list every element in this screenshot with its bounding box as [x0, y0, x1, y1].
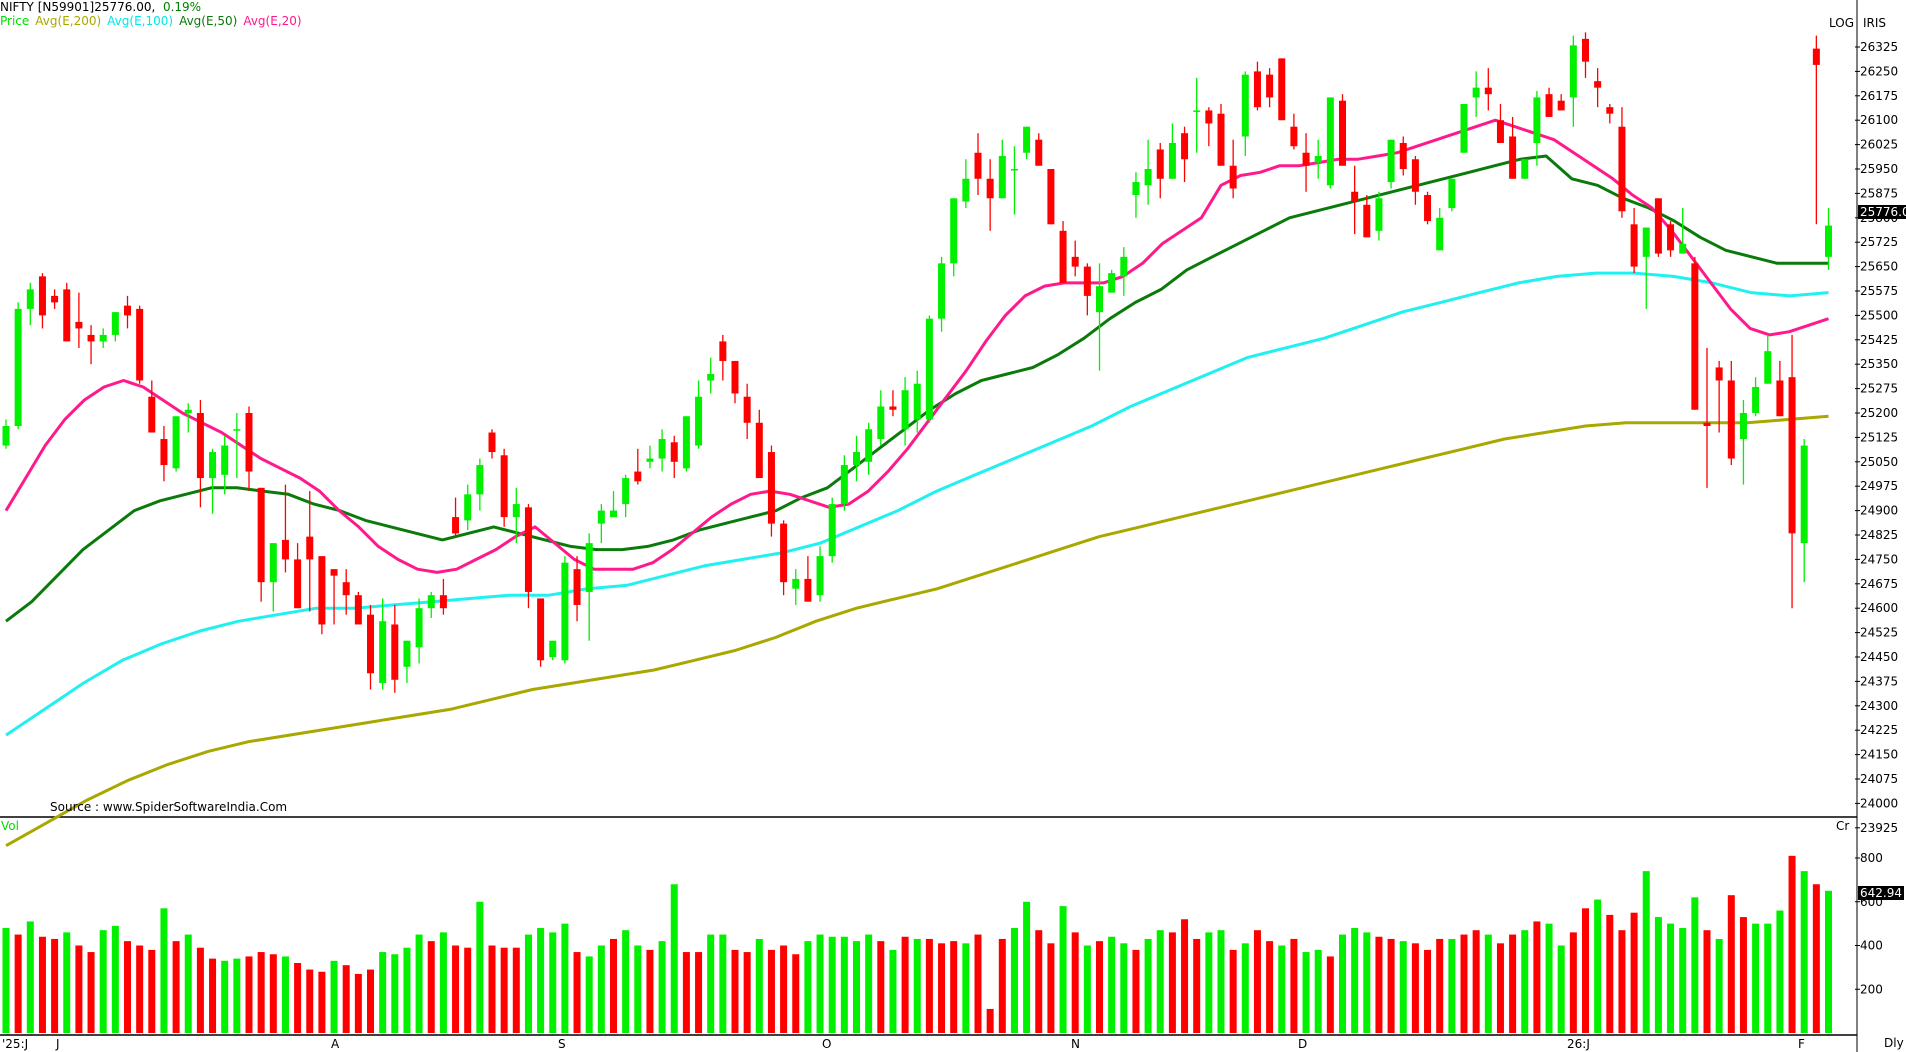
chart-header: NIFTY [N59901]25776.00, 0.19% Price Avg(E… — [0, 0, 308, 28]
svg-text:25050: 25050 — [1860, 455, 1898, 469]
candlestick-series — [2, 32, 1832, 693]
svg-text:26250: 26250 — [1860, 64, 1898, 78]
svg-text:24750: 24750 — [1860, 552, 1898, 566]
svg-text:24975: 24975 — [1860, 479, 1898, 493]
symbol-line: NIFTY [N59901]25776.00, 0.19% — [0, 0, 308, 14]
indicator-legend: Price Avg(E,200) Avg(E,100) Avg(E,50) Avg(E,… — [0, 14, 308, 28]
svg-text:24675: 24675 — [1860, 577, 1898, 591]
svg-text:25950: 25950 — [1860, 162, 1898, 176]
svg-text:24075: 24075 — [1860, 772, 1898, 786]
legend-ema100[interactable]: Avg(E,100) — [107, 14, 174, 28]
svg-text:26100: 26100 — [1860, 113, 1898, 127]
log-scale-toggle[interactable]: LOG — [1829, 16, 1855, 30]
data-source-note: Source : www.SpiderSoftwareIndia.Com — [50, 800, 288, 814]
svg-text:25125: 25125 — [1860, 430, 1898, 444]
time-axis-label: '25:J — [2, 1037, 29, 1051]
last-price-tag: 25776.0 — [1858, 205, 1906, 219]
svg-text:24150: 24150 — [1860, 748, 1898, 762]
time-axis-label: S — [558, 1037, 566, 1051]
volume-unit-label: Cr — [1836, 819, 1850, 833]
svg-text:26175: 26175 — [1860, 89, 1898, 103]
svg-text:25575: 25575 — [1860, 284, 1898, 298]
moving-average-lines — [4, 118, 1829, 848]
svg-text:24600: 24600 — [1860, 601, 1898, 615]
symbol-code: [N59901] — [37, 0, 95, 14]
time-axis-label: N — [1071, 1037, 1080, 1051]
svg-text:25350: 25350 — [1860, 357, 1898, 371]
period-label[interactable]: Dly — [1884, 1036, 1904, 1050]
legend-price[interactable]: Price — [0, 14, 30, 28]
time-axis-label: O — [822, 1037, 832, 1051]
last-volume-tag: 642.94 — [1858, 886, 1904, 900]
svg-text:25875: 25875 — [1860, 186, 1898, 200]
axes-layer — [0, 0, 1858, 1052]
volume-panel-label: Vol — [1, 819, 19, 833]
time-axis-label: F — [1798, 1037, 1805, 1051]
time-axis-label: 26:J — [1567, 1037, 1590, 1051]
svg-text:24450: 24450 — [1860, 650, 1898, 664]
symbol-name: NIFTY — [0, 0, 34, 14]
svg-text:25200: 25200 — [1860, 406, 1898, 420]
svg-text:800: 800 — [1860, 851, 1883, 865]
svg-text:24900: 24900 — [1860, 504, 1898, 518]
svg-text:25500: 25500 — [1860, 308, 1898, 322]
svg-text:24525: 24525 — [1860, 626, 1898, 640]
svg-text:24225: 24225 — [1860, 723, 1898, 737]
legend-ema200[interactable]: Avg(E,200) — [35, 14, 102, 28]
last-price: 25776.00, — [94, 0, 156, 14]
price-axis-ticks: 2632526250261752610026025259502587525800… — [1855, 40, 1898, 835]
legend-ema20[interactable]: Avg(E,20) — [243, 14, 302, 28]
svg-text:24300: 24300 — [1860, 699, 1898, 713]
svg-text:25725: 25725 — [1860, 235, 1898, 249]
svg-text:400: 400 — [1860, 939, 1883, 953]
svg-text:23925: 23925 — [1860, 821, 1898, 835]
svg-text:26325: 26325 — [1860, 40, 1898, 54]
volume-bars — [2, 855, 1832, 1033]
theme-label[interactable]: IRIS — [1863, 16, 1887, 30]
time-axis-label: J — [56, 1037, 60, 1051]
svg-text:200: 200 — [1860, 982, 1883, 996]
time-axis-label: D — [1298, 1037, 1308, 1051]
change-percent: 0.19% — [162, 0, 202, 14]
svg-text:25650: 25650 — [1860, 260, 1898, 274]
legend-ema50[interactable]: Avg(E,50) — [179, 14, 238, 28]
svg-text:24000: 24000 — [1860, 796, 1898, 810]
svg-text:24825: 24825 — [1860, 528, 1898, 542]
svg-text:25425: 25425 — [1860, 333, 1898, 347]
svg-text:25275: 25275 — [1860, 382, 1898, 396]
time-axis-label: A — [331, 1037, 340, 1051]
svg-text:26025: 26025 — [1860, 138, 1898, 152]
svg-text:24375: 24375 — [1860, 674, 1898, 688]
